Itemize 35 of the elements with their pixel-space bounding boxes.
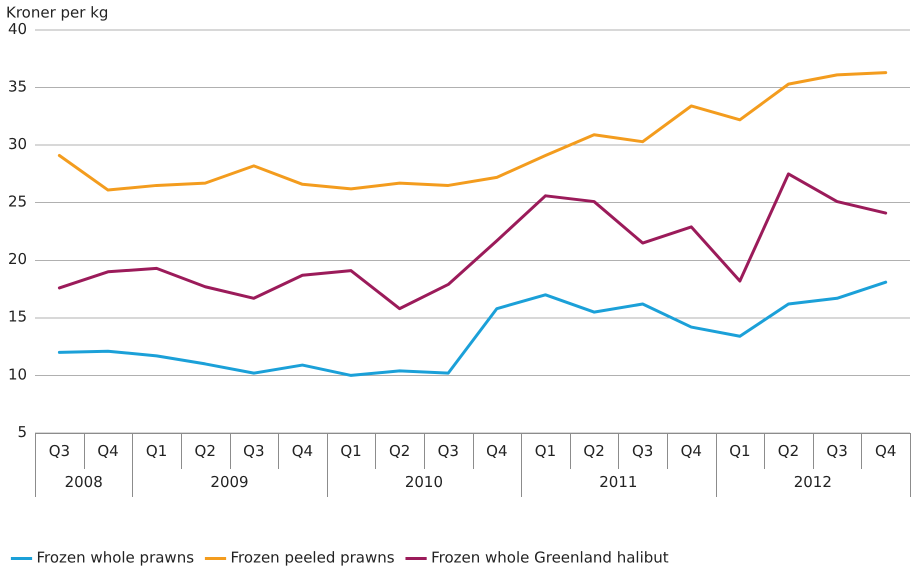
x-tick-label: Q3	[826, 442, 848, 460]
x-tick-label: Q1	[534, 442, 556, 460]
legend-label: Frozen peeled prawns	[230, 548, 395, 566]
text: 2010	[404, 472, 444, 491]
y-tick-label: 25	[8, 192, 28, 211]
x-tick-label: Q3	[632, 442, 654, 460]
x-tick-label: Q3	[438, 442, 459, 460]
legend-label: Frozen whole prawns	[36, 548, 194, 566]
x-tick-label: Q1	[146, 442, 168, 460]
x-tick-label: Q4	[875, 442, 896, 460]
x-tick-label: Q4	[680, 442, 702, 460]
x-tick-label: Q2	[388, 442, 410, 460]
x-tick-label: Q2	[194, 442, 216, 460]
x-tick-label: Q4	[97, 442, 119, 460]
x-tick-label: Q1	[340, 442, 362, 460]
y-tick-label: 10	[8, 365, 28, 384]
y-tick-label: 40	[8, 20, 28, 38]
y-tick-label: 20	[8, 250, 28, 268]
text: 2011	[599, 472, 638, 491]
x-tick-label: Q2	[778, 442, 800, 460]
x-tick-label: Q4	[486, 442, 508, 460]
x-tick-label: Q1	[729, 442, 751, 460]
y-axis-title: Kroner per kg	[6, 3, 108, 22]
y-tick-label: 15	[8, 308, 28, 326]
x-tick-label: Q3	[243, 442, 264, 460]
legend-label: Frozen whole Greenland halibut	[431, 548, 669, 566]
text: 2009	[210, 472, 249, 491]
x-tick-label: Q4	[292, 442, 314, 460]
text: 2012	[794, 472, 832, 491]
text: 2008	[64, 472, 103, 491]
y-tick-label: 35	[8, 77, 28, 96]
y-tick-label: 30	[8, 135, 28, 154]
x-tick-label: Q2	[583, 442, 605, 460]
x-tick-label: Q3	[48, 442, 70, 460]
y-tick-label: 5	[18, 422, 28, 441]
